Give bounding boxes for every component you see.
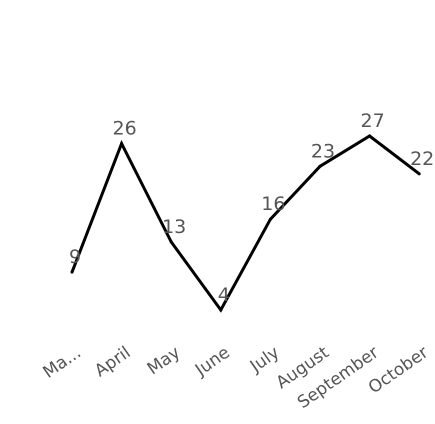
data-label-8: 22 [410,148,434,170]
data-label-4: 4 [218,284,230,306]
data-label-5: 16 [261,193,285,215]
data-point-4 [219,308,223,312]
data-point-6 [318,164,322,168]
data-point-3 [169,240,173,244]
data-point-5 [268,217,272,221]
data-labels: 9 26 13 4 16 23 27 22 [69,110,434,306]
data-label-2: 26 [113,118,137,140]
data-point-8 [417,172,421,176]
x-tick-label-2: April [91,343,134,382]
x-axis-tick-labels: Ma... April May June JulyAugustSeptemberOcto… [40,343,432,413]
x-tick-label-3: May [144,343,184,380]
data-label-3: 13 [162,216,186,238]
data-point-1 [70,270,74,274]
plot-area [70,134,421,313]
x-tick-label-1: Ma... [40,343,85,383]
data-point-7 [368,134,372,138]
x-tick-label-4: June [191,343,234,381]
series-line [70,134,421,313]
data-label-1: 9 [69,246,81,268]
data-point-2 [120,142,124,146]
x-tick-label-5: July [246,343,283,377]
data-label-7: 27 [361,110,385,132]
data-label-6: 23 [311,140,335,162]
